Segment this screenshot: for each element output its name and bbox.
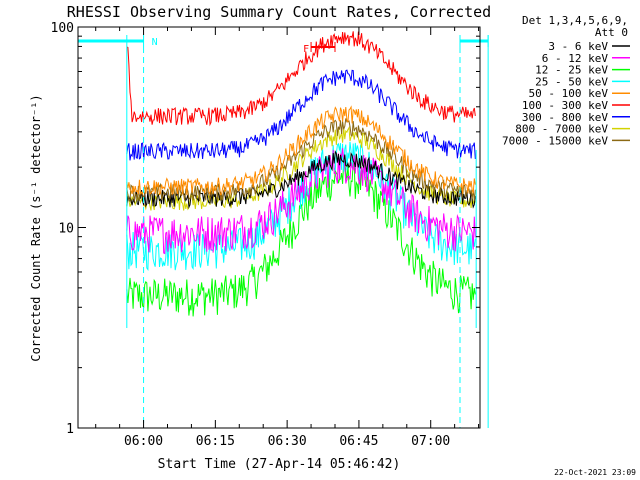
y-tick-label-1: 10 <box>58 222 74 237</box>
series-line-4 <box>126 105 476 196</box>
legend-entry-1: 6 - 12 keV <box>542 52 609 65</box>
footer-timestamp: 22-Oct-2021 23:09 <box>554 468 636 477</box>
legend-entry-2: 12 - 25 keV <box>535 64 608 77</box>
legend-entry-0: 3 - 6 keV <box>548 40 608 53</box>
series-line-1 <box>126 148 476 255</box>
x-tick-label-3: 06:45 <box>339 434 378 449</box>
series-line-8 <box>126 118 476 204</box>
flare-label: F <box>303 44 309 55</box>
legend-entry-3: 25 - 50 keV <box>535 75 608 88</box>
legend-entry-4: 50 - 100 keV <box>529 87 609 100</box>
x-tick-label-4: 07:00 <box>411 434 450 449</box>
x-axis-label: Start Time (27-Apr-14 05:46:42) <box>158 457 401 472</box>
legend-entry-7: 800 - 7000 keV <box>515 123 608 136</box>
x-tick-label-2: 06:30 <box>268 434 307 449</box>
night-label-0: N <box>152 37 158 48</box>
y-tick-label-2: 100 <box>51 21 74 36</box>
series-line-6 <box>126 69 476 161</box>
legend-entry-8: 7000 - 15000 keV <box>502 134 608 147</box>
legend-header-0: Det 1,3,4,5,6,9, <box>522 14 628 27</box>
y-tick-label-0: 1 <box>66 422 74 437</box>
y-axis-label: Corrected Count Rate (s⁻¹ detector⁻¹) <box>29 94 43 361</box>
x-tick-label-1: 06:15 <box>196 434 235 449</box>
legend-entry-5: 100 - 300 keV <box>522 99 608 112</box>
series-line-5 <box>126 31 476 127</box>
legend-header-1: Att 0 <box>595 26 628 39</box>
x-tick-label-0: 06:00 <box>124 434 163 449</box>
chart-title: RHESSI Observing Summary Count Rates, Co… <box>67 3 491 21</box>
legend-entry-6: 300 - 800 keV <box>522 111 608 124</box>
